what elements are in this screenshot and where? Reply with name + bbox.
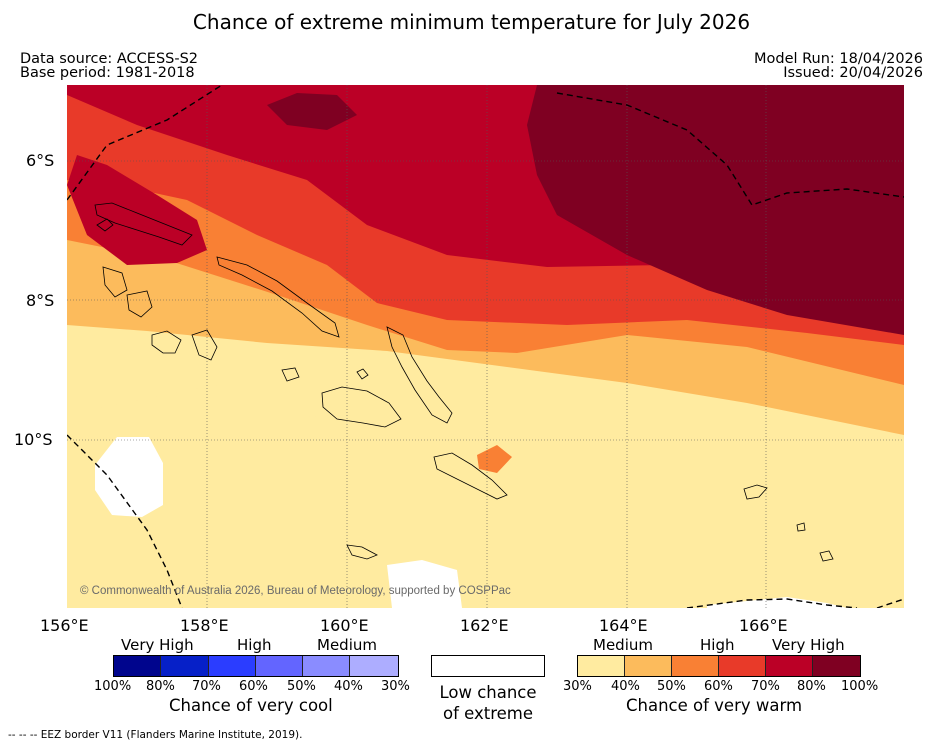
warm-head-medium: Medium [593,636,653,654]
cool-swatch-80-70 [161,656,209,676]
lat-label-8s: 8°S [26,291,55,310]
cool-swatch-100-80 [114,656,162,676]
band-60-patch [477,445,512,473]
warm-head-high: High [700,636,735,654]
low-chance-swatch [431,655,545,677]
forecast-map: © Commonwealth of Australia 2026, Bureau… [67,85,904,608]
cool-tick: 40% [334,679,363,694]
issued-date: Issued: 20/04/2026 [783,65,923,81]
lon-label-158: 158°E [180,616,229,635]
cool-colorbar [113,655,399,677]
cool-swatch-50-40 [303,656,351,676]
lon-label-166: 166°E [739,616,788,635]
warm-caption: Chance of very warm [626,696,803,715]
cool-tick: 50% [287,679,316,694]
cool-swatch-60-50 [255,656,304,676]
low-chance-caption: Low chance of extreme [431,682,545,724]
low-chance-south [387,560,462,608]
cool-tick: 80% [146,679,175,694]
warm-swatch-40-50 [625,656,672,676]
low-chance-area [95,437,163,517]
warm-tick: 60% [704,679,733,694]
lon-label-156: 156°E [40,616,89,635]
warm-tick: 100% [841,679,879,694]
eez-borders [67,85,904,608]
cool-tick: 70% [192,679,221,694]
cool-caption: Chance of very cool [169,696,333,715]
lat-label-10s: 10°S [14,430,53,449]
warm-tick: 40% [611,679,640,694]
copyright-notice: © Commonwealth of Australia 2026, Bureau… [80,585,511,597]
warm-swatch-80-100 [813,656,860,676]
low-chance-line1: Low chance [439,683,537,702]
warm-tick: 30% [563,679,592,694]
warm-tick: 80% [797,679,826,694]
cool-tick: 30% [381,679,410,694]
band-100 [527,85,904,335]
warm-tick: 50% [657,679,686,694]
warm-tick: 70% [751,679,780,694]
map-svg: © Commonwealth of Australia 2026, Bureau… [67,85,904,608]
cool-head-very-high: Very High [121,636,194,654]
cool-swatch-70-60 [208,656,256,676]
band-40-patch [87,377,407,475]
warm-swatch-30-40 [578,656,625,676]
lon-label-162: 162°E [460,616,509,635]
lat-label-6s: 6°S [26,151,55,170]
data-source: Data source: ACCESS-S2 [20,51,199,67]
band-80-west [67,155,207,265]
chart-title: Chance of extreme minimum temperature fo… [192,10,751,34]
model-run: Model Run: 18/04/2026 [753,51,923,67]
band-100-north [267,93,357,130]
cool-tick: 60% [239,679,268,694]
warm-swatch-60-70 [719,656,766,676]
warm-swatch-70-80 [766,656,813,676]
low-chance-line2: of extreme [442,704,534,723]
cool-head-medium: Medium [317,636,377,654]
warm-colorbar [577,655,861,677]
cool-swatch-40-30 [350,656,398,676]
warm-head-very-high: Very High [772,636,845,654]
low-chance-southeast [707,597,847,608]
warm-swatch-50-60 [672,656,719,676]
lon-label-160: 160°E [320,616,369,635]
cool-tick: 100% [94,679,132,694]
lon-label-164: 164°E [599,616,648,635]
island-outlines [94,202,834,562]
base-period: Base period: 1981-2018 [20,65,195,81]
eez-footnote: -- -- -- EEZ border V11 (Flanders Marine… [8,729,303,741]
graticule [67,85,904,608]
cool-head-high: High [237,636,272,654]
